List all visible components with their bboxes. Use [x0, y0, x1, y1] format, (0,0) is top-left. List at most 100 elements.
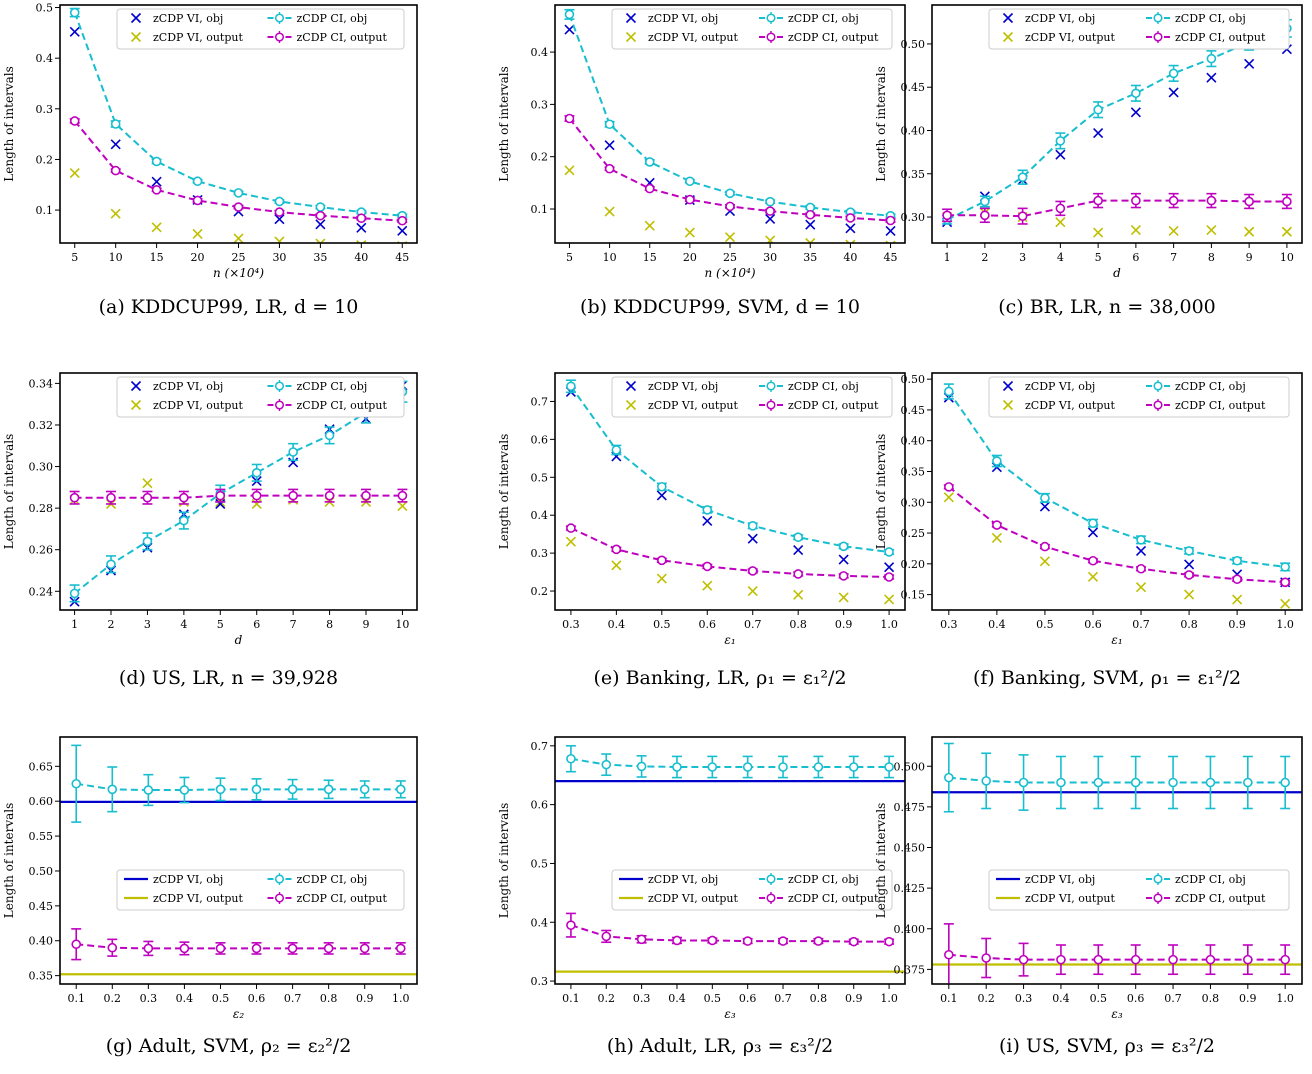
x-tick-label: 0.6	[1084, 618, 1102, 631]
ci-output-point	[611, 544, 622, 555]
legend-label: zCDP VI, obj	[648, 12, 718, 25]
ci-obj-point	[992, 456, 1002, 466]
vi-output-point	[1087, 571, 1099, 582]
legend-swatch-marker	[1153, 874, 1163, 884]
vi-obj-point	[288, 457, 299, 468]
ci-output-point	[848, 936, 859, 947]
ci-output-point	[765, 206, 775, 216]
ci-output-point	[944, 482, 954, 492]
y-axis-label: Length of intervals	[2, 434, 16, 549]
ci-obj-point	[110, 119, 121, 129]
y-tick-label: 0.3	[36, 103, 54, 116]
ci-obj-point	[274, 196, 285, 207]
ci-output-point	[1280, 577, 1290, 588]
y-tick-label: 0.1	[531, 203, 549, 216]
x-tick-label: 1.0	[1276, 992, 1294, 1005]
legend-swatch-marker	[1153, 381, 1163, 391]
vi-output-point	[1206, 224, 1217, 236]
x-tick-label: 0.8	[1202, 992, 1220, 1005]
legend-swatch-marker	[766, 32, 776, 42]
legend-label: zCDP CI, obj	[788, 873, 859, 886]
caption: (h) Adult, LR, ρ₃ = ε₃²/2	[607, 1035, 833, 1057]
legend-swatch-marker	[1153, 32, 1163, 42]
vi-obj-point	[110, 139, 121, 150]
vi-output-point	[1184, 589, 1195, 600]
x-tick-label: 0.2	[104, 992, 122, 1005]
x-tick-label: 0.7	[774, 992, 792, 1005]
x-tick-label: 1.0	[880, 618, 898, 631]
ci-output-point	[657, 555, 667, 566]
x-tick-label: 40	[354, 251, 368, 264]
y-tick-label: 0.4	[36, 52, 54, 65]
x-tick-label: 7	[290, 618, 297, 631]
legend-swatch-marker	[766, 381, 776, 391]
y-tick-label: 0.425	[894, 882, 926, 895]
legend-label: zCDP VI, output	[648, 31, 738, 44]
legend-swatch-marker	[274, 400, 285, 410]
y-tick-label: 0.65	[29, 760, 54, 773]
legend-label: zCDP VI, obj	[1025, 380, 1095, 393]
vi-output-point	[397, 500, 408, 512]
ci-output-point	[251, 943, 262, 954]
x-tick-label: 0.8	[810, 992, 828, 1005]
legend-label: zCDP CI, obj	[297, 873, 368, 886]
legend: zCDP VI, obj zCDP VI, output zCDP CI, obj z…	[988, 376, 1290, 418]
axes-frame	[59, 736, 418, 985]
x-tick-label: 6	[253, 618, 260, 631]
ci-output-point	[215, 490, 226, 501]
ci-obj-point	[944, 772, 954, 783]
ci-output-line	[948, 486, 1286, 584]
y-tick-label: 0.24	[29, 585, 54, 598]
ci-obj-point	[944, 386, 954, 397]
ci-obj-point	[793, 532, 803, 542]
axes-frame	[554, 4, 906, 244]
x-tick-label: 0.7	[284, 992, 302, 1005]
x-tick-label: 45	[884, 251, 898, 264]
y-tick-label: 0.32	[29, 419, 54, 432]
vi-output-point	[69, 168, 80, 179]
y-tick-label: 0.34	[29, 377, 54, 390]
plot-area	[69, 380, 408, 607]
caption: (b) KDDCUP99, SVM, d = 10	[580, 296, 860, 318]
ci-obj-point	[215, 784, 226, 795]
ci-output-point	[742, 936, 753, 946]
x-tick-label: 8	[1208, 251, 1215, 264]
x-tick-label: 10	[395, 618, 409, 631]
legend-label: zCDP CI, output	[1175, 399, 1266, 412]
legend-swatch-marker	[766, 893, 776, 903]
legend-swatch-marker	[274, 13, 285, 23]
ci-obj-point	[813, 762, 824, 772]
legend-label: zCDP VI, obj	[153, 873, 223, 886]
y-tick-label: 0.35	[901, 168, 926, 181]
ci-output-point	[1205, 954, 1216, 965]
y-tick-label: 0.375	[894, 963, 926, 976]
axes-frame	[59, 4, 418, 244]
y-tick-label: 0.475	[894, 801, 926, 814]
legend-swatch	[625, 399, 637, 411]
caption: (f) Banking, SVM, ρ₁ = ε₁²/2	[973, 667, 1241, 689]
vi-output-point	[1039, 556, 1050, 567]
legend-swatch-marker	[1153, 893, 1163, 903]
caption: (c) BR, LR, n = 38,000	[998, 296, 1216, 318]
legend-label: zCDP VI, obj	[153, 380, 223, 393]
vi-obj-point	[805, 219, 816, 230]
vi-obj-point	[151, 176, 162, 187]
y-tick-label: 0.2	[531, 151, 549, 164]
ci-output-point	[1282, 196, 1292, 207]
x-tick-label: 0.5	[212, 992, 230, 1005]
x-tick-label: 30	[763, 251, 777, 264]
ci-output-point	[778, 936, 788, 946]
vi-output-point	[233, 233, 244, 243]
ci-output-point	[702, 561, 713, 572]
plot-area	[60, 744, 417, 976]
ci-obj-line	[76, 782, 401, 792]
ci-output-point	[564, 113, 575, 124]
vi-output-point	[1232, 594, 1243, 605]
ci-obj-point	[742, 762, 753, 772]
x-tick-label: 0.3	[940, 618, 958, 631]
ci-output-point	[179, 492, 189, 503]
vi-output-point	[644, 220, 655, 231]
vi-output-point	[838, 592, 849, 603]
vi-output-point	[702, 580, 713, 591]
